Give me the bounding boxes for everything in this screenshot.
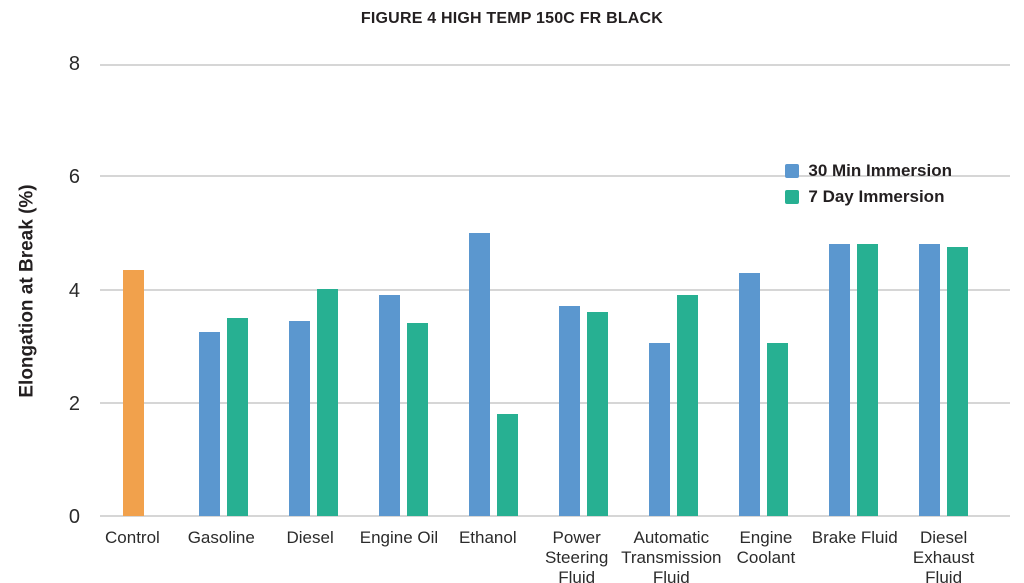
- chart-title: FIGURE 4 HIGH TEMP 150C FR BLACK: [360, 10, 664, 27]
- bar-7-day-immersion-automatic-transmission-fluid: [676, 295, 698, 516]
- bar-group-automatic-transmission-fluid: [628, 64, 718, 516]
- legend-label-7-day-immersion: 7 Day Immersion: [808, 187, 945, 206]
- plot-area: 30 Min Immersion 7 Day Immersion: [100, 64, 1010, 517]
- bar-group-gasoline: [178, 64, 268, 516]
- gridline-y-4: [100, 289, 1010, 291]
- y-tick-label-2: 2: [68, 393, 80, 415]
- x-label-engine-oil: Engine Oil: [359, 528, 439, 547]
- bar-30-min-immersion-diesel: [288, 321, 310, 516]
- bar-7-day-immersion-diesel-exhaust-fluid: [946, 247, 968, 516]
- x-label-power-steering-fluid: Power Steering Fluid: [544, 528, 609, 583]
- bar-7-day-immersion-engine-coolant: [766, 343, 788, 516]
- gridline-y-6: [100, 175, 1010, 177]
- x-axis-labels: Control Gasoline Diesel Engine Oil Ethanol Po…: [88, 528, 988, 583]
- bar-30-min-immersion-engine-coolant: [738, 273, 760, 516]
- x-label-gasoline: Gasoline: [187, 528, 255, 547]
- legend-item-7-day-immersion: 7 Day Immersion: [785, 187, 952, 207]
- y-tick-label-4: 4: [68, 280, 80, 302]
- bars-row: [88, 64, 988, 516]
- x-label-control: Control: [105, 528, 160, 547]
- bar-group-engine-oil: [358, 64, 448, 516]
- bar-group-power-steering-fluid: [538, 64, 628, 516]
- bar-30-min-immersion-gasoline: [198, 332, 220, 516]
- bar-7-day-immersion-diesel: [316, 289, 338, 516]
- bar-7-day-immersion-ethanol: [496, 414, 518, 516]
- bar-30-min-immersion-brake-fluid: [828, 244, 850, 516]
- bar-group-engine-coolant: [718, 64, 808, 516]
- legend-item-30-min-immersion: 30 Min Immersion: [785, 161, 952, 181]
- y-tick-label-0: 0: [68, 506, 80, 528]
- bar-30-min-immersion-power-steering-fluid: [558, 306, 580, 516]
- bar-7-day-immersion-power-steering-fluid: [586, 312, 608, 516]
- y-tick-label-6: 6: [68, 166, 80, 188]
- bar-30-min-immersion-ethanol: [468, 233, 490, 516]
- x-label-automatic-transmission-fluid: Automatic Transmission Fluid: [621, 528, 722, 583]
- y-axis-ticks: 0 2 4 6 8: [0, 53, 80, 528]
- bar-group-diesel-exhaust-fluid: [898, 64, 988, 516]
- bar-7-day-immersion-brake-fluid: [856, 244, 878, 516]
- gridline-y-8: [100, 64, 1010, 66]
- bar-control-control: [122, 270, 144, 516]
- bar-7-day-immersion-engine-oil: [406, 323, 428, 516]
- bar-30-min-immersion-diesel-exhaust-fluid: [918, 244, 940, 516]
- x-label-diesel: Diesel: [286, 528, 334, 547]
- x-label-ethanol: Ethanol: [458, 528, 517, 547]
- bar-30-min-immersion-engine-oil: [378, 295, 400, 516]
- bar-group-ethanol: [448, 64, 538, 516]
- legend-swatch-7-day-immersion: [785, 190, 800, 204]
- bar-group-diesel: [268, 64, 358, 516]
- gridline-y-0: [100, 515, 1010, 517]
- gridline-y-2: [100, 402, 1010, 404]
- legend: 30 Min Immersion 7 Day Immersion: [785, 161, 952, 207]
- bar-7-day-immersion-gasoline: [226, 318, 248, 516]
- bar-group-brake-fluid: [808, 64, 898, 516]
- bar-group-control: [88, 64, 178, 516]
- legend-swatch-30-min-immersion: [785, 164, 800, 178]
- x-label-brake-fluid: Brake Fluid: [811, 528, 898, 547]
- y-tick-label-8: 8: [68, 53, 80, 75]
- legend-label-30-min-immersion: 30 Min Immersion: [808, 161, 952, 180]
- x-label-diesel-exhaust-fluid: Diesel Exhaust Fluid: [912, 528, 975, 583]
- bar-30-min-immersion-automatic-transmission-fluid: [648, 343, 670, 516]
- x-label-engine-coolant: Engine Coolant: [736, 528, 796, 568]
